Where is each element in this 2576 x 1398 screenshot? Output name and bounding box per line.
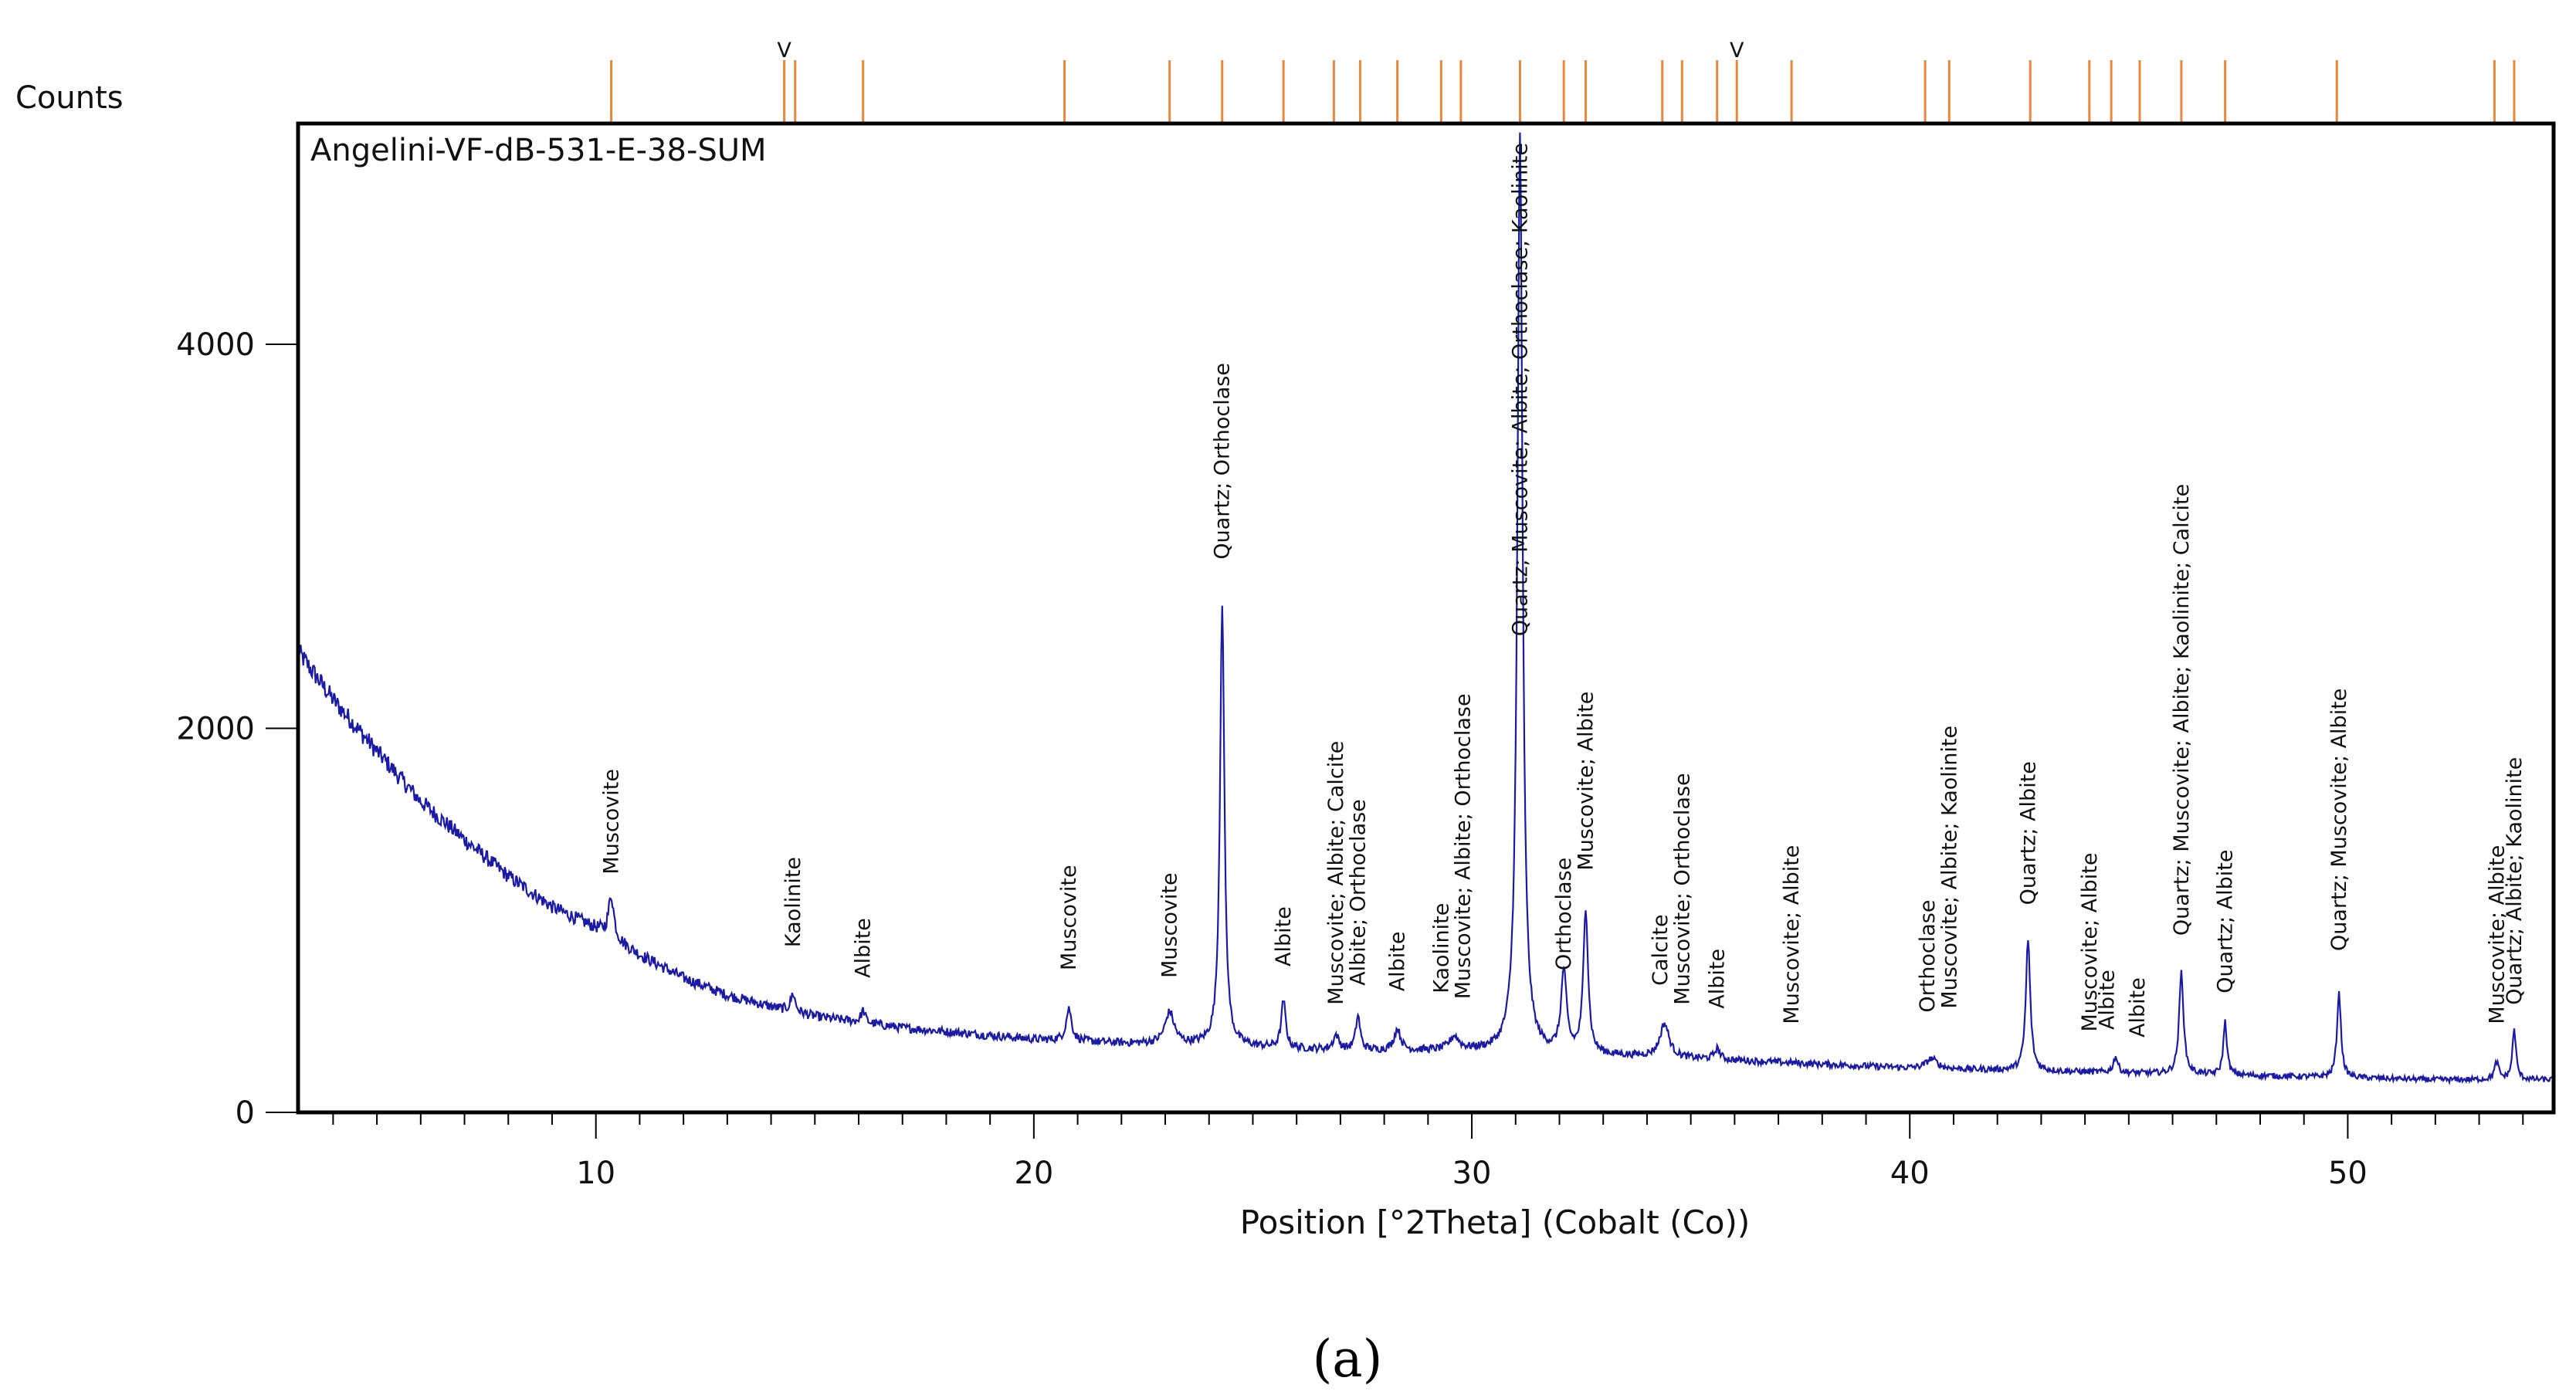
peak-label: Quartz; Muscovite; Albite; Kaolinite; Ca…: [2170, 484, 2194, 936]
y-tick-label: 2000: [176, 712, 255, 747]
peak-label: Muscovite; Albite: [1780, 845, 1804, 1024]
x-tick-label: 30: [1452, 1156, 1492, 1191]
v-marker-icon: V: [777, 39, 791, 63]
v-marker-icon: V: [1730, 39, 1744, 63]
peak-label: Muscovite; Albite: [1574, 692, 1598, 871]
peak-label: Orthoclase: [1552, 858, 1576, 970]
peak-label: Albite: [2126, 977, 2150, 1037]
peak-label: Quartz; Muscovite; Albite: [2327, 689, 2351, 951]
x-axis-ticks: 10 20 30 40 50: [332, 1112, 2524, 1191]
peak-label: Calcite: [1649, 914, 1673, 985]
peak-label: Albite: [1272, 906, 1296, 966]
sample-name: Angelini-VF-dB-531-E-38-SUM: [310, 133, 767, 168]
peak-label: Muscovite: [1158, 872, 1182, 978]
peak-label: Albite; Orthoclase: [1347, 799, 1371, 986]
peak-label: Muscovite: [600, 769, 624, 875]
peak-label: Albite: [852, 918, 876, 978]
peak-label: Kaolinite: [1429, 903, 1453, 993]
peak-label: Muscovite; Albite; Orthoclase: [1452, 693, 1476, 999]
peak-label: Muscovite; Albite: [2485, 845, 2509, 1024]
reference-pattern-ticks: [610, 60, 2516, 124]
peak-label: Muscovite; Albite: [2078, 853, 2102, 1032]
panel-label: (a): [1313, 1329, 1383, 1389]
x-tick-label: 50: [2328, 1156, 2368, 1191]
diffraction-pattern-line: [298, 132, 2554, 1086]
peak-label: Quartz; Albite: [2016, 761, 2040, 905]
peak-label: Muscovite: [1057, 865, 1081, 970]
y-axis-ticks: 0 2000 4000: [176, 327, 298, 1131]
peak-label: Kaolinite: [781, 857, 805, 947]
plot-frame: [296, 121, 2556, 1115]
y-axis-label: Counts: [15, 80, 124, 116]
peak-label: Albite: [1706, 949, 1730, 1009]
peak-label: Quartz; Orthoclase: [1211, 363, 1235, 560]
y-tick-label: 4000: [176, 327, 255, 363]
peak-label: Quartz; Muscovite; Albite; Orthoclase; K…: [1508, 143, 1532, 636]
peak-label: Orthoclase: [1916, 900, 1940, 1013]
x-tick-label: 20: [1014, 1156, 1053, 1191]
peak-label: Albite: [2095, 970, 2119, 1030]
peak-label: Quartz; Albite; Kaolinite: [2503, 757, 2527, 1005]
x-tick-label: 40: [1890, 1156, 1930, 1191]
x-tick-label: 10: [576, 1156, 615, 1191]
peak-label: Muscovite; Albite; Calcite: [1324, 741, 1348, 1005]
peak-label: Albite: [1386, 931, 1410, 991]
peak-label: Muscovite; Albite; Kaolinite: [1937, 726, 1961, 1009]
peak-label: Quartz; Albite: [2214, 850, 2238, 993]
x-axis-label: Position [°2Theta] (Cobalt (Co)): [1240, 1203, 1751, 1241]
peak-annotations: Muscovite Kaolinite Albite Muscovite Muscovi…: [600, 143, 2527, 1037]
y-tick-label: 0: [236, 1095, 255, 1131]
peak-label: Muscovite; Orthoclase: [1670, 773, 1694, 1004]
